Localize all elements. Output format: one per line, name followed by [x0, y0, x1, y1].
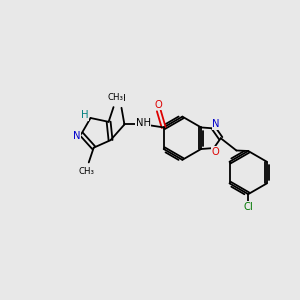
Text: N: N: [73, 131, 80, 141]
Text: O: O: [212, 147, 220, 157]
Text: N: N: [212, 119, 220, 130]
Text: H: H: [81, 110, 88, 120]
Text: NH: NH: [136, 118, 151, 128]
Text: CH₃: CH₃: [107, 93, 124, 102]
Text: H: H: [118, 94, 125, 103]
Text: Cl: Cl: [243, 202, 253, 212]
Text: O: O: [155, 100, 163, 110]
Text: CH₃: CH₃: [79, 167, 95, 176]
